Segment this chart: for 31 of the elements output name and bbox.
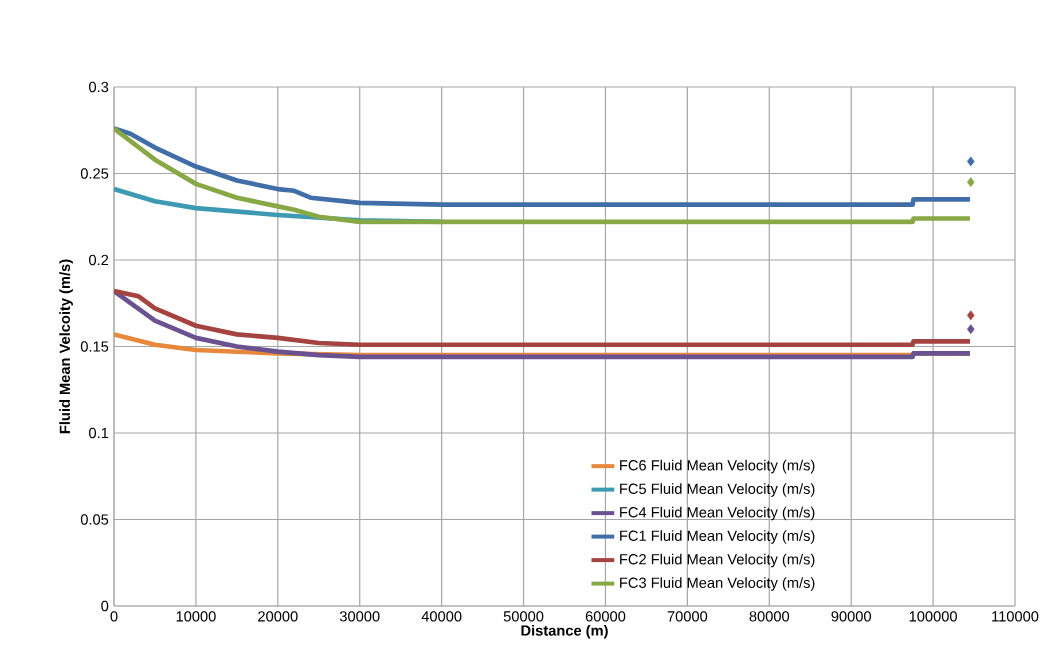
legend-label: FC2 Fluid Mean Velocity (m/s) <box>620 553 815 568</box>
y-tick-label: 0.2 <box>89 254 109 266</box>
x-tick-label: 20000 <box>258 611 298 622</box>
point <box>967 310 975 321</box>
legend-label: FC6 Fluid Mean Velocity (m/s) <box>620 459 815 474</box>
x-tick-label: 90000 <box>831 611 871 622</box>
x-axis-title: Distance (m) <box>521 624 608 639</box>
legend-label: FC4 Fluid Mean Velocity (m/s) <box>620 506 815 521</box>
x-tick-label: 60000 <box>585 611 626 622</box>
legend-label: FC3 Fluid Mean Velocity (m/s) <box>620 577 815 591</box>
y-tick-label: 0.3 <box>89 81 109 93</box>
x-tick-label: 0 <box>110 611 118 622</box>
x-tick-label: 100000 <box>909 611 957 622</box>
y-axis-title: Fluid Mean Velcoity (m/s) <box>59 259 73 434</box>
legend-label: FC5 Fluid Mean Velocity (m/s) <box>620 483 815 497</box>
x-tick-label: 10000 <box>176 611 216 622</box>
point <box>967 156 975 167</box>
y-tick-label: 0.15 <box>80 341 109 352</box>
y-tick-label: 0.05 <box>80 514 109 525</box>
x-tick-label: 40000 <box>421 611 462 622</box>
y-tick-label: 0 <box>101 600 109 612</box>
x-tick-label: 30000 <box>339 611 380 622</box>
x-tick-label: 80000 <box>749 611 790 622</box>
point <box>967 324 975 335</box>
y-tick-label: 0.1 <box>89 427 109 439</box>
point <box>967 177 975 188</box>
y-tick-label: 0.25 <box>80 168 109 179</box>
x-tick-label: 110000 <box>992 611 1039 622</box>
x-tick-label: 50000 <box>503 611 544 622</box>
x-tick-label: 70000 <box>667 611 708 622</box>
legend-label: FC1 Fluid Mean Velocity (m/s) <box>620 530 815 544</box>
